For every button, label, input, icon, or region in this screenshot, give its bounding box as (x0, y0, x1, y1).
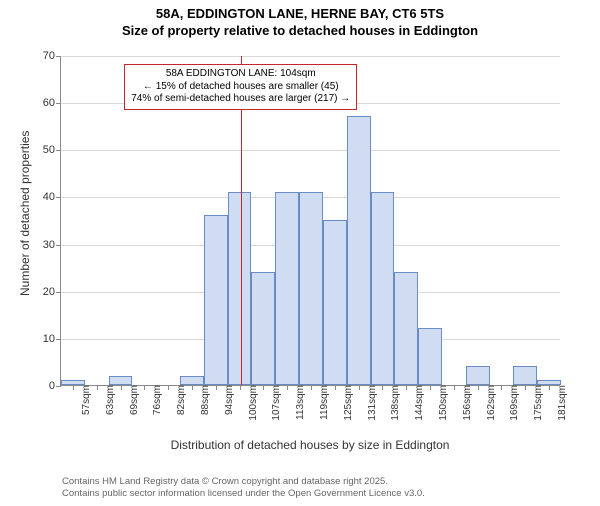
xtick-label: 88sqm (196, 385, 211, 415)
ytick-label: 30 (43, 239, 61, 251)
xtick-label: 175sqm (529, 385, 544, 421)
xtick-label: 150sqm (434, 385, 449, 421)
ytick-label: 0 (49, 380, 61, 392)
xtick-mark (359, 385, 360, 390)
xtick-mark (216, 385, 217, 390)
chart-area: 01020304050607057sqm63sqm69sqm76sqm82sqm… (60, 56, 570, 426)
plot-area: 01020304050607057sqm63sqm69sqm76sqm82sqm… (60, 56, 560, 386)
histogram-bar (299, 192, 323, 385)
xtick-mark (430, 385, 431, 390)
xtick-mark (406, 385, 407, 390)
xtick-label: 82sqm (172, 385, 187, 415)
xtick-mark (454, 385, 455, 390)
xtick-mark (335, 385, 336, 390)
xtick-label: 113sqm (291, 385, 306, 420)
title-main: 58A, EDDINGTON LANE, HERNE BAY, CT6 5TS (0, 6, 600, 21)
xtick-label: 181sqm (553, 385, 568, 421)
xtick-mark (73, 385, 74, 390)
xtick-mark (144, 385, 145, 390)
histogram-bar (418, 328, 442, 385)
ytick-label: 60 (43, 97, 61, 109)
xtick-label: 156sqm (458, 385, 473, 421)
xtick-label: 76sqm (148, 385, 163, 415)
xtick-label: 57sqm (77, 385, 92, 415)
histogram-bar (109, 376, 133, 385)
annotation-box: 58A EDDINGTON LANE: 104sqm← 15% of detac… (124, 64, 357, 110)
histogram-bar (180, 376, 204, 385)
xtick-mark (525, 385, 526, 390)
annotation-line: 58A EDDINGTON LANE: 104sqm (131, 68, 350, 81)
ytick-label: 70 (43, 50, 61, 62)
y-axis-label: Number of detached properties (18, 131, 32, 296)
xtick-label: 107sqm (267, 385, 282, 421)
histogram-bar (513, 366, 537, 385)
footer-attribution: Contains HM Land Registry data © Crown c… (62, 476, 425, 500)
xtick-label: 125sqm (339, 385, 354, 421)
xtick-mark (240, 385, 241, 390)
histogram-bar (466, 366, 490, 385)
histogram-bar (394, 272, 418, 385)
histogram-bar (251, 272, 275, 385)
xtick-label: 69sqm (125, 385, 140, 415)
histogram-bar (323, 220, 347, 385)
gridline (61, 150, 560, 151)
xtick-mark (549, 385, 550, 390)
ytick-label: 20 (43, 286, 61, 298)
xtick-label: 162sqm (482, 385, 497, 421)
footer-line-2: Contains public sector information licen… (62, 488, 425, 500)
x-axis-label: Distribution of detached houses by size … (60, 438, 560, 452)
xtick-label: 100sqm (244, 385, 259, 421)
annotation-line: ← 15% of detached houses are smaller (45… (131, 81, 350, 94)
xtick-mark (168, 385, 169, 390)
gridline (61, 56, 560, 57)
histogram-bar (275, 192, 299, 385)
histogram-bar (228, 192, 252, 385)
xtick-mark (263, 385, 264, 390)
histogram-bar (204, 215, 228, 385)
xtick-label: 94sqm (220, 385, 235, 415)
xtick-mark (192, 385, 193, 390)
xtick-mark (501, 385, 502, 390)
ytick-label: 10 (43, 333, 61, 345)
xtick-label: 63sqm (101, 385, 116, 415)
annotation-line: 74% of semi-detached houses are larger (… (131, 93, 350, 106)
histogram-bar (347, 116, 371, 385)
histogram-bar (371, 192, 395, 385)
ytick-label: 40 (43, 191, 61, 203)
ytick-label: 50 (43, 144, 61, 156)
xtick-mark (121, 385, 122, 390)
xtick-label: 119sqm (315, 385, 330, 420)
xtick-label: 138sqm (386, 385, 401, 421)
xtick-mark (478, 385, 479, 390)
xtick-label: 144sqm (410, 385, 425, 421)
xtick-mark (287, 385, 288, 390)
chart-titles: 58A, EDDINGTON LANE, HERNE BAY, CT6 5TS … (0, 6, 600, 38)
xtick-mark (382, 385, 383, 390)
footer-line-1: Contains HM Land Registry data © Crown c… (62, 476, 425, 488)
xtick-mark (97, 385, 98, 390)
xtick-label: 131sqm (363, 385, 378, 421)
xtick-label: 169sqm (505, 385, 520, 421)
title-sub: Size of property relative to detached ho… (0, 23, 600, 38)
xtick-mark (311, 385, 312, 390)
